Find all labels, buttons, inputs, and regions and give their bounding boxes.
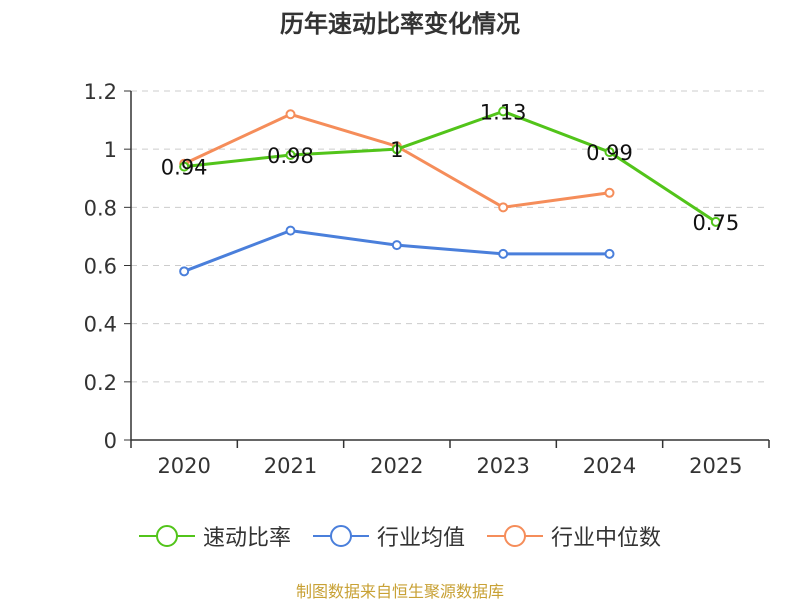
data-point <box>179 266 190 277</box>
data-label: 0.98 <box>267 144 314 168</box>
data-point <box>285 149 296 160</box>
data-point <box>604 187 615 198</box>
data-point <box>285 225 296 236</box>
source-note: 制图数据来自恒生聚源数据库 <box>295 582 504 601</box>
legend-label: 速动比率 <box>202 526 291 551</box>
legend-item-quick-ratio[interactable]: 速动比率 <box>138 520 291 552</box>
x-tick-label: 2021 <box>264 454 317 478</box>
data-point <box>604 147 615 158</box>
y-tick-label: 1.2 <box>84 80 117 104</box>
data-label: 0.99 <box>586 141 633 165</box>
y-tick-label: 0.6 <box>84 255 117 279</box>
x-tick-label: 2020 <box>157 454 210 478</box>
data-point <box>179 161 190 172</box>
data-point <box>710 216 721 227</box>
data-label: 1 <box>390 138 403 162</box>
legend-line-icon <box>487 525 543 547</box>
legend-line-icon <box>312 525 369 547</box>
legend-item-industry-median[interactable]: 行业中位数 <box>487 520 661 552</box>
data-point <box>391 240 402 251</box>
x-tick-label: 2024 <box>583 454 636 478</box>
y-tick-label: 1 <box>104 138 117 162</box>
y-tick-label: 0 <box>104 429 117 453</box>
data-point <box>498 248 509 259</box>
x-tick-label: 2023 <box>476 454 529 478</box>
x-tick-label: 2025 <box>689 454 742 478</box>
data-label: 0.94 <box>161 156 208 180</box>
legend-label: 行业中位数 <box>551 526 662 551</box>
data-point <box>391 144 402 155</box>
data-point <box>285 109 296 120</box>
y-tick-label: 0.4 <box>84 313 117 337</box>
data-point <box>498 202 509 213</box>
legend-label: 行业均值 <box>376 526 465 551</box>
legend: 速动比率 行业均值 行业中位数 <box>0 520 800 552</box>
x-tick-label: 2022 <box>370 454 423 478</box>
data-label: 1.13 <box>480 100 527 124</box>
y-tick-label: 0.8 <box>84 196 117 220</box>
legend-line-icon <box>138 525 195 547</box>
data-label: 0.75 <box>692 211 739 235</box>
data-point <box>604 248 615 259</box>
legend-item-industry-mean[interactable]: 行业均值 <box>312 520 465 552</box>
data-point <box>498 106 509 117</box>
chart-title: 历年速动比率变化情况 <box>280 10 520 38</box>
y-tick-label: 0.2 <box>84 371 117 395</box>
series-line <box>184 109 717 224</box>
